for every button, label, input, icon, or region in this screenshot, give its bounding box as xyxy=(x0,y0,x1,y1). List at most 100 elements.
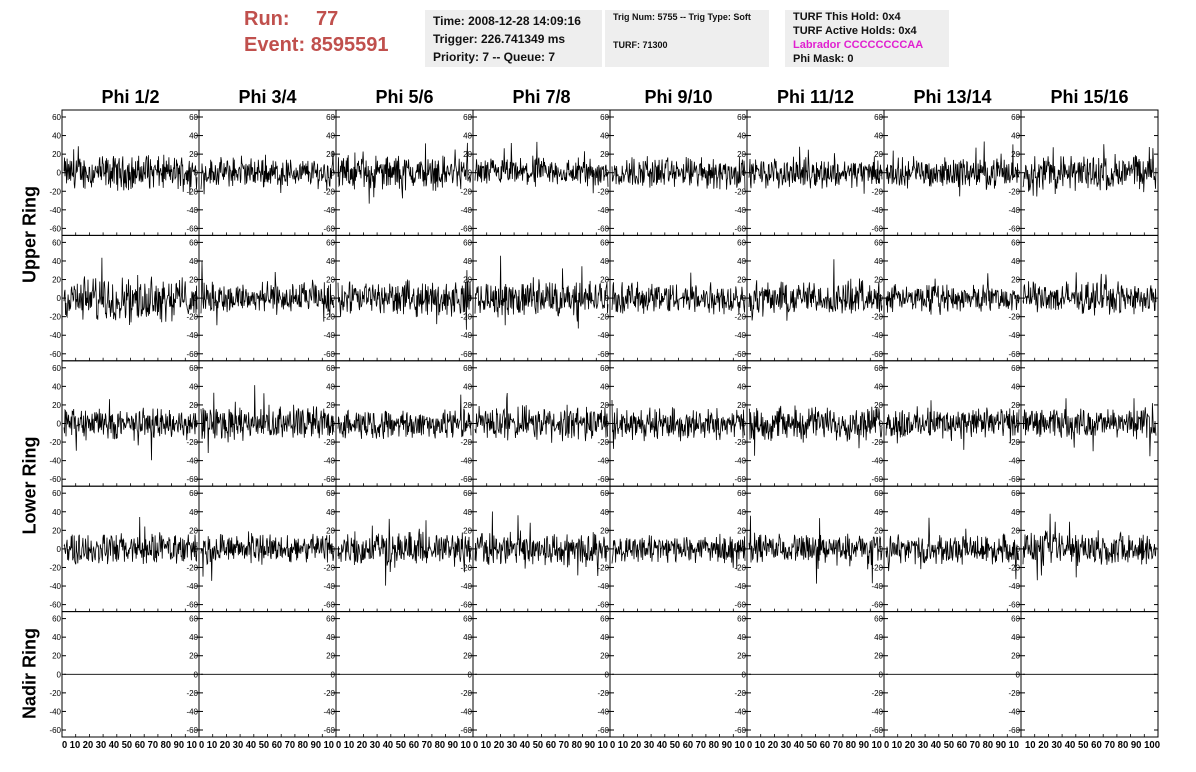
waveform-panel: 60 40 20 0 -20 -40 -60 xyxy=(734,485,885,613)
y-tick-label: -60 xyxy=(49,475,61,484)
y-tick-label: 40 xyxy=(1011,382,1020,391)
y-tick-label: -40 xyxy=(734,457,746,466)
waveform-trace xyxy=(200,150,335,195)
y-tick-label: -40 xyxy=(1008,331,1020,340)
phi-header: Phi 1/2 xyxy=(101,87,160,107)
waveform-trace xyxy=(611,399,746,449)
y-tick-label: 60 xyxy=(463,489,472,498)
y-tick-label: 0 xyxy=(742,169,747,178)
y-tick-label: -20 xyxy=(49,563,61,572)
y-tick-label: 60 xyxy=(189,489,198,498)
y-tick-label: -60 xyxy=(49,224,61,233)
waveform-trace xyxy=(200,260,335,326)
turf-active-text: TURF Active Holds: 0x4 xyxy=(793,25,917,37)
y-tick-label: -20 xyxy=(186,563,198,572)
phi-header: Phi 5/6 xyxy=(375,87,434,107)
waveform-panel: 60 40 20 0 -20 -40 -60 xyxy=(460,109,611,236)
y-tick-label: 60 xyxy=(189,615,198,624)
y-tick-label: 0 xyxy=(331,294,336,303)
waveform-trace xyxy=(1022,398,1157,457)
y-tick-label: 60 xyxy=(1011,615,1020,624)
y-tick-label: -40 xyxy=(323,457,335,466)
y-tick-label: 40 xyxy=(600,508,609,517)
y-tick-label: -20 xyxy=(871,563,883,572)
y-tick-label: 0 xyxy=(57,420,62,429)
run-event-box: Run: 77 Event: 8595591 xyxy=(244,6,419,66)
waveform-trace xyxy=(611,156,746,190)
y-tick-label: 0 xyxy=(879,670,884,679)
y-tick-label: 60 xyxy=(600,615,609,624)
y-tick-label: 60 xyxy=(737,489,746,498)
y-tick-label: -20 xyxy=(1008,563,1020,572)
waveform-trace xyxy=(337,518,472,586)
event-label: Event: xyxy=(244,34,306,56)
waveform-panel: 60 40 20 0 -20 -40 -60 xyxy=(1008,234,1159,362)
y-tick-label: 20 xyxy=(52,150,61,159)
y-tick-label: 40 xyxy=(52,633,61,642)
y-tick-label: -60 xyxy=(871,475,883,484)
y-tick-label: 20 xyxy=(737,150,746,159)
y-tick-label: -40 xyxy=(871,582,883,591)
y-tick-label: 60 xyxy=(189,113,198,122)
y-tick-label: -60 xyxy=(1008,475,1020,484)
y-tick-label: -20 xyxy=(597,689,609,698)
y-tick-label: 20 xyxy=(189,652,198,661)
waveform-trace xyxy=(337,394,472,439)
y-tick-label: -60 xyxy=(460,601,472,610)
y-tick-label: -40 xyxy=(49,331,61,340)
y-tick-label: 20 xyxy=(1011,401,1020,410)
y-tick-label: 60 xyxy=(600,489,609,498)
y-tick-label: 60 xyxy=(600,364,609,373)
waveform-trace xyxy=(337,270,472,330)
y-tick-label: 20 xyxy=(189,150,198,159)
y-tick-label: 60 xyxy=(874,489,883,498)
waveform-trace xyxy=(611,533,746,570)
y-tick-label: 40 xyxy=(52,257,61,266)
y-tick-label: 40 xyxy=(1011,257,1020,266)
y-tick-label: 0 xyxy=(605,169,610,178)
waveform-trace xyxy=(1022,144,1157,197)
y-tick-label: -20 xyxy=(460,187,472,196)
y-tick-label: -60 xyxy=(1008,601,1020,610)
y-tick-label: 0 xyxy=(468,670,473,679)
waveform-panel: 60 40 20 0 -20 -40 -60 xyxy=(871,485,1022,613)
y-tick-label: -60 xyxy=(323,224,335,233)
y-tick-label: -20 xyxy=(597,187,609,196)
waveform-trace xyxy=(200,531,335,581)
y-tick-label: 0 xyxy=(1016,420,1021,429)
waveform-panel: 60 40 20 0 -20 -40 -60 xyxy=(871,109,1022,236)
y-tick-label: 40 xyxy=(52,132,61,141)
waveform-panel: 60 40 20 0 -20 -40 -60 xyxy=(734,360,885,487)
y-tick-label: 0 xyxy=(468,420,473,429)
y-tick-label: 60 xyxy=(600,238,609,247)
y-tick-label: 40 xyxy=(1011,633,1020,642)
waveform-panel: 60 40 20 0 -20 -40 -60 xyxy=(871,360,1022,487)
waveform-trace xyxy=(748,515,883,584)
y-tick-label: -20 xyxy=(186,438,198,447)
y-tick-label: 60 xyxy=(1011,238,1020,247)
waveform-trace xyxy=(337,142,472,204)
priority-text: Priority: 7 -- Queue: 7 xyxy=(433,50,556,64)
y-tick-label: 0 xyxy=(468,169,473,178)
y-tick-label: -20 xyxy=(49,187,61,196)
y-tick-label: 20 xyxy=(326,526,335,535)
waveform-panel: 60 40 20 0 -20 -40 -60 xyxy=(871,234,1022,362)
y-tick-label: 40 xyxy=(600,132,609,141)
y-tick-label: -20 xyxy=(323,438,335,447)
y-tick-label: -40 xyxy=(1008,206,1020,215)
y-tick-label: -20 xyxy=(49,689,61,698)
y-tick-label: 40 xyxy=(326,257,335,266)
y-tick-label: 40 xyxy=(189,633,198,642)
y-tick-label: 20 xyxy=(874,150,883,159)
waveform-panel: 60 40 20 0 -20 -40 -60 xyxy=(871,611,1022,738)
y-tick-label: 40 xyxy=(463,508,472,517)
y-tick-label: 40 xyxy=(737,132,746,141)
y-tick-label: -20 xyxy=(323,689,335,698)
y-tick-label: -40 xyxy=(734,331,746,340)
y-tick-label: 40 xyxy=(189,382,198,391)
y-tick-label: 20 xyxy=(189,526,198,535)
y-tick-label: 0 xyxy=(605,670,610,679)
event-value: 8595591 xyxy=(310,34,389,56)
y-tick-label: -60 xyxy=(734,601,746,610)
y-tick-label: -40 xyxy=(49,707,61,716)
